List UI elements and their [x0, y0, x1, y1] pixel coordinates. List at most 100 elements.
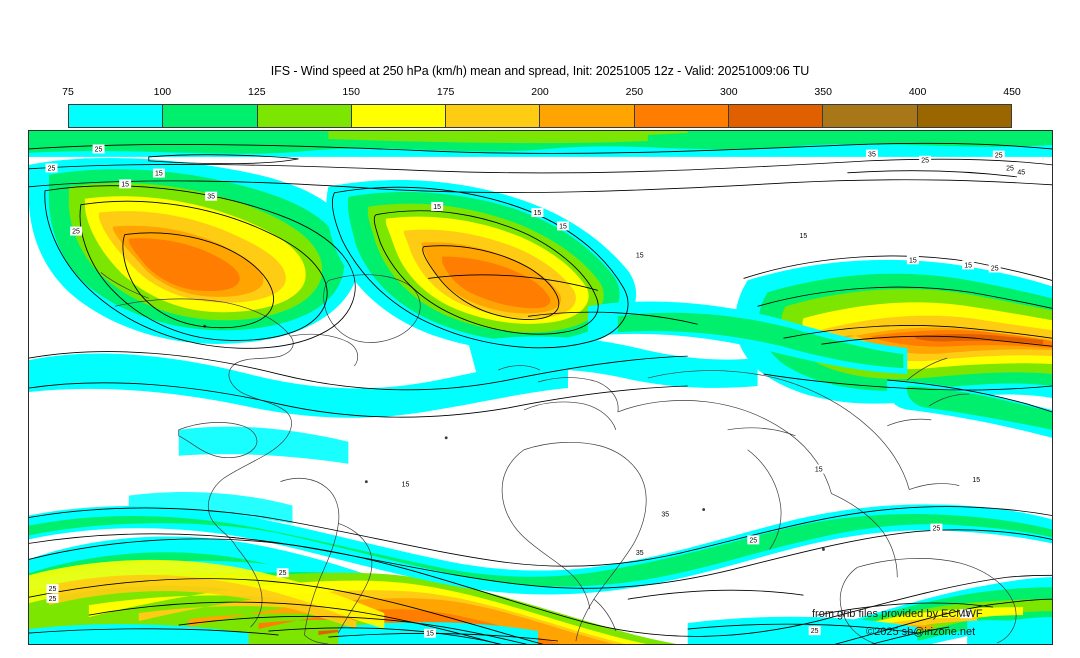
contour-label: 15	[633, 250, 646, 260]
svg-text:15: 15	[534, 210, 542, 217]
svg-text:15: 15	[800, 233, 808, 240]
contour-label: 25	[808, 626, 821, 635]
field-north-pacific-jet	[29, 158, 360, 344]
colorbar-bands	[68, 104, 1012, 128]
contour-label: 15	[431, 201, 444, 211]
svg-text:35: 35	[661, 512, 669, 519]
svg-text:15: 15	[559, 223, 567, 230]
svg-text:35: 35	[868, 152, 876, 159]
svg-text:25: 25	[1006, 165, 1014, 172]
colorbar-band-250-300	[634, 105, 730, 127]
contour-label: 35	[659, 509, 672, 519]
svg-text:15: 15	[972, 477, 980, 484]
svg-text:15: 15	[402, 481, 410, 488]
contour-label: 25	[46, 593, 59, 603]
colorbar-tick-125: 125	[248, 86, 266, 98]
svg-text:25: 25	[933, 526, 941, 533]
svg-text:25: 25	[49, 596, 57, 603]
colorbar-legend: 75 100 125 150 175 200 250 300 350 400 450	[62, 86, 1021, 128]
svg-text:15: 15	[121, 181, 129, 188]
contour-label: 25	[988, 263, 1001, 272]
colorbar-band-175-200	[446, 105, 541, 127]
svg-text:25: 25	[48, 165, 56, 172]
colorbar-tick-175: 175	[436, 86, 455, 98]
contour-label: 35	[865, 149, 878, 159]
contour-label: 15	[970, 474, 983, 484]
colorbar-tick-100: 100	[153, 86, 172, 98]
attribution-copyright: ©2025 sb@irizone.net	[866, 626, 976, 638]
contour-label: 15	[962, 260, 975, 269]
svg-text:15: 15	[962, 611, 970, 618]
contour-label: 25	[276, 568, 289, 577]
svg-text:25: 25	[95, 146, 103, 153]
colorbar-band-300-350	[729, 105, 824, 127]
colorbar-band-75-100	[69, 105, 164, 127]
contour-label: 25	[992, 150, 1005, 160]
colorbar-band-400-450	[917, 105, 1011, 127]
svg-text:15: 15	[815, 467, 823, 474]
svg-text:25: 25	[49, 586, 57, 593]
contour-label: 15	[906, 255, 919, 264]
svg-text:25: 25	[279, 570, 287, 577]
contour-label: 15	[812, 464, 825, 474]
svg-text:15: 15	[155, 171, 163, 178]
colorbar-band-125-150	[257, 105, 352, 127]
contour-label: 25	[92, 144, 105, 153]
contour-label: 15	[119, 179, 132, 188]
colorbar-tick-400: 400	[908, 86, 927, 98]
contour-label: 25	[46, 584, 59, 593]
contour-label: 15	[152, 168, 165, 178]
colorbar-band-150-175	[351, 105, 447, 127]
contour-label: 25	[919, 155, 932, 165]
svg-text:15: 15	[636, 253, 644, 260]
contour-label: 35	[205, 191, 218, 201]
colorbar-tick-200: 200	[531, 86, 549, 98]
contour-label: 15	[960, 609, 973, 618]
svg-text:25: 25	[811, 628, 819, 635]
colorbar-tick-450: 450	[1003, 86, 1021, 98]
coastlines	[100, 272, 1017, 644]
contour-label: 15	[424, 628, 437, 638]
contour-label: 45	[1015, 167, 1028, 177]
svg-text:25: 25	[995, 153, 1003, 160]
contour-label: 25	[1004, 163, 1017, 172]
contour-label: 25	[70, 226, 83, 236]
svg-text:35: 35	[207, 194, 215, 201]
svg-text:25: 25	[72, 229, 80, 236]
svg-text:15: 15	[964, 262, 972, 269]
field-asia-secondary-branch	[587, 301, 1052, 438]
colorbar-tick-250: 250	[625, 86, 644, 98]
field-south-america-jet	[29, 559, 385, 630]
contour-label: 15	[557, 221, 569, 230]
svg-text:45: 45	[1017, 170, 1025, 177]
contour-label: 15	[399, 479, 412, 488]
svg-text:35: 35	[636, 550, 644, 557]
forecast-map[interactable]: 25 25 15 15 35 25 15 15 15 35 25 25 25 45 15 15 15 25 15 15…	[28, 130, 1053, 645]
attribution-source: from grib files provided by ECMWF	[812, 608, 983, 620]
svg-text:25: 25	[749, 537, 757, 544]
svg-text:15: 15	[433, 204, 441, 211]
colorbar-tick-300: 300	[720, 86, 738, 98]
colorbar-tick-350: 350	[814, 86, 832, 98]
contour-label: 25	[45, 163, 58, 172]
colorbar-tick-150: 150	[342, 86, 360, 98]
colorbar-band-350-400	[823, 105, 918, 127]
contour-label: 25	[747, 535, 760, 544]
field-subpolar-south	[29, 504, 1052, 595]
contour-label: 15	[797, 231, 810, 240]
contour-label: 35	[633, 548, 646, 557]
svg-text:15: 15	[426, 631, 434, 638]
colorbar-band-100-125	[163, 105, 258, 127]
colorbar-band-200-250	[540, 105, 635, 127]
page-title: IFS - Wind speed at 250 hPa (km/h) mean …	[270, 64, 810, 78]
contour-label: 15	[531, 208, 544, 217]
colorbar-tick-labels: 75 100 125 150 175 200 250 300 350 400 450	[62, 86, 1021, 102]
svg-text:25: 25	[921, 158, 929, 165]
contour-label: 25	[930, 523, 943, 533]
svg-text:25: 25	[991, 265, 999, 272]
colorbar-tick-75: 75	[62, 86, 74, 98]
svg-text:15: 15	[909, 257, 917, 264]
field-north-atlantic-jet	[326, 180, 637, 352]
